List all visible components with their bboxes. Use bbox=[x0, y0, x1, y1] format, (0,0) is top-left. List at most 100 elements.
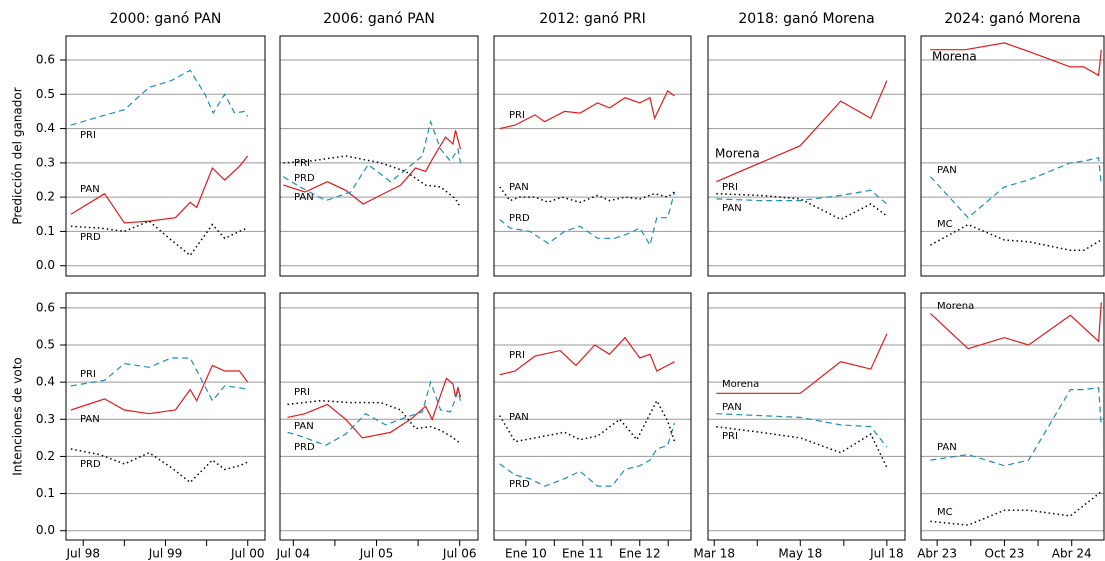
series-line bbox=[929, 302, 1102, 350]
x-tick-label: Jul 18 bbox=[869, 547, 904, 561]
series-line bbox=[70, 448, 249, 484]
series-line bbox=[283, 155, 462, 208]
series-line bbox=[70, 364, 249, 415]
series-label: PAN bbox=[80, 184, 100, 195]
series-label: Morena bbox=[715, 147, 760, 161]
series-line bbox=[287, 380, 462, 446]
x-tick-label: Abr 23 bbox=[917, 547, 957, 561]
panel-frame bbox=[920, 35, 1105, 277]
x-tick-label: Jul 06 bbox=[442, 547, 477, 561]
panel-title: 2018: ganó Morena bbox=[738, 11, 874, 27]
x-tick-label: Jul 05 bbox=[359, 547, 394, 561]
panel-frame bbox=[707, 35, 906, 277]
series-label: PRI bbox=[509, 110, 525, 121]
series-label: PAN bbox=[509, 182, 529, 193]
series-label: PAN bbox=[294, 192, 314, 203]
series-line bbox=[929, 156, 1102, 219]
panel-title: 2012: ganó PRI bbox=[539, 11, 645, 27]
series-line bbox=[287, 377, 462, 439]
series-line bbox=[70, 357, 248, 402]
x-tick-label: Oct 23 bbox=[985, 547, 1025, 561]
series-label: PRI bbox=[722, 431, 738, 442]
x-tick-label: Jul 98 bbox=[65, 547, 100, 561]
y-tick-label: 0.0 bbox=[36, 258, 55, 272]
series-line bbox=[930, 491, 1102, 526]
series-label: MC bbox=[937, 219, 953, 230]
series-line bbox=[499, 186, 675, 204]
panel-title: 2000: ganó PAN bbox=[110, 11, 222, 27]
series-line bbox=[283, 130, 462, 205]
panel-frame bbox=[493, 35, 692, 277]
series-label: PRI bbox=[722, 182, 738, 193]
x-tick-label: Mar 18 bbox=[693, 547, 735, 561]
series-label: PRI bbox=[80, 369, 96, 380]
series-line bbox=[499, 422, 676, 487]
y-tick-label: 0.2 bbox=[36, 190, 55, 204]
y-tick-label: 0.5 bbox=[36, 338, 55, 352]
y-axis-label: Predicción del ganador bbox=[11, 87, 25, 224]
series-line bbox=[499, 89, 675, 130]
x-tick-label: Abr 24 bbox=[1052, 547, 1092, 561]
series-label: PRI bbox=[80, 130, 96, 141]
series-label: PRD bbox=[509, 213, 530, 224]
series-label: PAN bbox=[937, 442, 957, 453]
series-line bbox=[716, 413, 888, 448]
series-label: PRI bbox=[294, 158, 310, 169]
series-label: PAN bbox=[509, 412, 529, 423]
series-line bbox=[287, 399, 461, 445]
series-label: PRI bbox=[509, 350, 525, 361]
series-label: PAN bbox=[80, 414, 100, 425]
y-tick-label: 0.4 bbox=[36, 121, 55, 135]
series-line bbox=[716, 333, 888, 394]
panel-frame bbox=[65, 35, 266, 277]
series-line bbox=[70, 155, 249, 224]
series-label: PRD bbox=[294, 442, 315, 453]
series-label: PRI bbox=[294, 387, 310, 398]
x-tick-label: Ene 12 bbox=[619, 547, 661, 561]
series-label: PAN bbox=[722, 402, 742, 413]
y-tick-label: 0.6 bbox=[36, 300, 55, 314]
x-tick-label: Jul 99 bbox=[148, 547, 183, 561]
panel-frame bbox=[707, 292, 906, 541]
y-tick-label: 0.4 bbox=[36, 375, 55, 389]
series-label: Morena bbox=[722, 379, 759, 390]
series-label: PAN bbox=[937, 165, 957, 176]
y-axis-label: Intenciones de voto bbox=[11, 357, 25, 475]
series-line bbox=[282, 119, 462, 202]
panel-frame bbox=[279, 292, 479, 541]
y-tick-label: 0.0 bbox=[36, 523, 55, 537]
y-tick-label: 0.6 bbox=[36, 53, 55, 67]
series-line bbox=[70, 69, 249, 126]
series-line bbox=[716, 425, 888, 468]
panel-frame bbox=[279, 35, 479, 277]
series-line bbox=[716, 80, 888, 183]
series-label: PRD bbox=[509, 479, 530, 490]
series-line bbox=[499, 336, 675, 376]
series-label: Morena bbox=[937, 301, 974, 312]
y-tick-label: 0.1 bbox=[36, 224, 55, 238]
series-line bbox=[716, 189, 888, 205]
series-label: PAN bbox=[722, 203, 742, 214]
series-label: Morena bbox=[932, 50, 977, 64]
series-line bbox=[930, 42, 1102, 77]
panel-frame bbox=[493, 292, 692, 541]
panel-frame bbox=[920, 292, 1105, 541]
series-line bbox=[499, 191, 676, 247]
y-tick-label: 0.3 bbox=[36, 155, 55, 169]
panel-title: 2006: ganó PAN bbox=[323, 11, 435, 27]
y-tick-label: 0.3 bbox=[36, 412, 55, 426]
series-line bbox=[716, 192, 888, 221]
series-label: PRD bbox=[80, 232, 101, 243]
x-tick-label: Ene 10 bbox=[505, 547, 547, 561]
series-line bbox=[70, 220, 248, 257]
x-tick-label: Jul 04 bbox=[276, 547, 311, 561]
y-tick-label: 0.5 bbox=[36, 87, 55, 101]
series-line bbox=[499, 399, 676, 443]
series-label: PAN bbox=[294, 421, 314, 432]
series-label: PRD bbox=[80, 459, 101, 470]
series-line bbox=[930, 223, 1102, 252]
series-label: MC bbox=[937, 507, 953, 518]
x-tick-label: Jul 00 bbox=[230, 547, 265, 561]
